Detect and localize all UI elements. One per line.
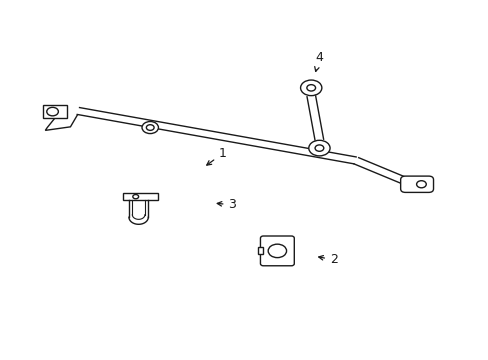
Polygon shape [306,95,323,141]
Text: 1: 1 [206,147,226,165]
Circle shape [146,125,154,130]
FancyBboxPatch shape [260,236,294,266]
Circle shape [267,244,286,258]
Circle shape [133,194,138,199]
Polygon shape [77,107,356,164]
Circle shape [300,80,321,96]
Circle shape [416,181,426,188]
Text: 3: 3 [217,198,236,211]
FancyBboxPatch shape [123,193,158,200]
Circle shape [47,107,58,116]
FancyBboxPatch shape [400,176,433,192]
FancyBboxPatch shape [43,105,66,118]
Circle shape [142,122,158,134]
Polygon shape [257,247,263,255]
Text: 2: 2 [318,253,337,266]
Circle shape [306,85,315,91]
Polygon shape [353,157,413,186]
Circle shape [308,140,329,156]
Circle shape [314,145,323,151]
Text: 4: 4 [314,51,323,71]
